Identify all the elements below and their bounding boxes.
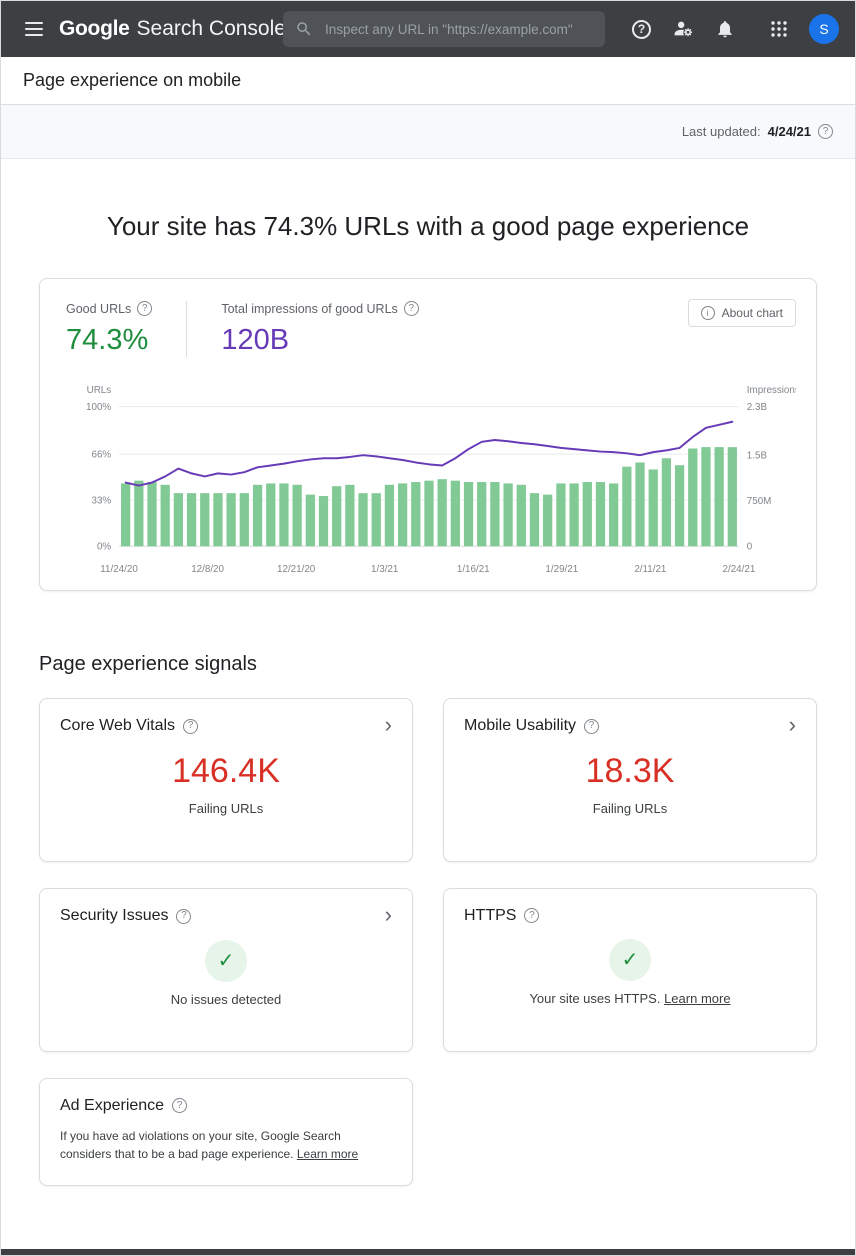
svg-text:URLs: URLs <box>87 385 112 396</box>
good-urls-metric: Good URLs ? 74.3% <box>60 299 158 359</box>
help-icon[interactable]: ? <box>818 124 833 139</box>
help-icon[interactable]: ? <box>137 301 153 316</box>
summary-metrics: Good URLs ? 74.3% Total impressions of g… <box>60 299 796 359</box>
apps-grid-icon[interactable] <box>770 20 788 38</box>
headline: Your site has 74.3% URLs with a good pag… <box>106 211 750 241</box>
app-header: Google Search Console ? S <box>1 1 855 57</box>
header-actions: ? S <box>632 14 839 44</box>
svg-text:11/24/20: 11/24/20 <box>100 564 138 575</box>
footer-bar <box>1 1249 855 1255</box>
card-ad-experience: Ad Experience ? If you have ad violation… <box>39 1077 413 1186</box>
main-content: Your site has 74.3% URLs with a good pag… <box>1 211 855 1186</box>
svg-text:1/29/21: 1/29/21 <box>545 564 578 575</box>
card-title: Mobile Usability <box>464 717 577 735</box>
title-bar: Page experience on mobile <box>1 57 855 105</box>
check-circle-icon: ✓ <box>609 938 651 981</box>
chevron-right-icon[interactable]: › <box>384 711 392 737</box>
about-chart-button[interactable]: i About chart <box>687 299 796 327</box>
impressions-value: 120B <box>221 324 290 356</box>
impressions-metric: Total impressions of good URLs ? 120B <box>215 299 424 359</box>
svg-text:2.3B: 2.3B <box>747 402 768 413</box>
search-icon <box>297 22 311 36</box>
failing-urls-caption: Failing URLs <box>188 800 264 816</box>
notifications-icon[interactable] <box>715 19 735 39</box>
help-icon[interactable]: ? <box>632 19 651 39</box>
card-https: HTTPS ? ✓ Your site uses HTTPS. Learn mo… <box>443 887 817 1052</box>
svg-text:750M: 750M <box>747 496 772 507</box>
good-urls-label: Good URLs <box>66 301 132 316</box>
svg-text:12/8/20: 12/8/20 <box>191 564 224 575</box>
card-title: Security Issues <box>60 907 169 925</box>
card-title: Ad Experience <box>60 1096 165 1114</box>
description-text: If you have ad violations on your site, … <box>60 1128 341 1162</box>
user-settings-icon[interactable] <box>672 18 694 40</box>
logo-google: Google <box>59 17 130 40</box>
ad-experience-description: If you have ad violations on your site, … <box>60 1127 392 1164</box>
checkmark: ✓ <box>217 950 235 973</box>
svg-text:Impressions: Impressions <box>747 385 796 396</box>
menu-icon[interactable] <box>17 14 51 44</box>
svg-text:0: 0 <box>747 542 753 553</box>
last-updated-label: Last updated: <box>681 124 761 139</box>
chevron-right-icon[interactable]: › <box>384 901 392 927</box>
help-icon[interactable]: ? <box>584 718 600 734</box>
card-mobile-usability[interactable]: Mobile Usability ? › 18.3K Failing URLs <box>443 697 817 862</box>
svg-text:1/16/21: 1/16/21 <box>457 564 490 575</box>
help-icon[interactable]: ? <box>172 1098 188 1114</box>
svg-text:2/24/21: 2/24/21 <box>723 564 756 575</box>
info-icon: i <box>700 306 715 320</box>
help-icon[interactable]: ? <box>403 301 419 316</box>
svg-text:2/11/21: 2/11/21 <box>634 564 666 575</box>
svg-text:0%: 0% <box>97 542 111 553</box>
svg-text:100%: 100% <box>86 402 111 413</box>
learn-more-link[interactable]: Learn more <box>296 1147 359 1162</box>
card-title: Core Web Vitals <box>60 717 176 735</box>
logo-product: Search Console <box>136 17 286 40</box>
card-title: HTTPS <box>464 906 517 924</box>
help-icon[interactable]: ? <box>524 908 540 924</box>
svg-text:1.5B: 1.5B <box>747 451 768 462</box>
good-urls-value: 74.3% <box>66 324 149 356</box>
status-bar: Last updated: 4/24/21 ? <box>1 105 855 159</box>
experience-chart[interactable]: 100% 66% 33% 0% 2.3B 1.5B 750M 0 URLs Impressions… <box>60 381 796 582</box>
checkmark: ✓ <box>621 949 639 972</box>
chart-svg: 100% 66% 33% 0% 2.3B 1.5B 750M 0 URLs Impressions… <box>86 385 796 575</box>
help-icon[interactable]: ? <box>176 908 192 924</box>
status-text: Your site uses HTTPS. Learn more <box>464 991 796 1006</box>
svg-text:1/3/21: 1/3/21 <box>371 564 398 575</box>
app-logo[interactable]: Google Search Console <box>59 17 286 41</box>
check-circle-icon: ✓ <box>205 939 247 982</box>
help-icon[interactable]: ? <box>183 718 199 734</box>
chart-card: Good URLs ? 74.3% Total impressions of g… <box>39 278 817 591</box>
signals-heading: Page experience signals <box>39 652 257 675</box>
svg-text:12/21/20: 12/21/20 <box>277 564 316 575</box>
chevron-right-icon[interactable]: › <box>788 711 796 737</box>
svg-text:66%: 66% <box>92 450 112 461</box>
about-chart-label: About chart <box>721 306 783 320</box>
card-security-issues[interactable]: Security Issues ? › ✓ No issues detected <box>39 887 413 1052</box>
avatar[interactable]: S <box>809 14 839 44</box>
https-status: Your site uses HTTPS. <box>529 990 661 1006</box>
failing-urls-caption: Failing URLs <box>592 800 668 816</box>
status-text: No issues detected <box>170 991 282 1007</box>
failing-urls-count: 18.3K <box>585 751 675 790</box>
url-inspect-searchbox[interactable] <box>283 11 605 47</box>
learn-more-link[interactable]: Learn more <box>664 990 731 1006</box>
divider <box>186 301 188 357</box>
card-core-web-vitals[interactable]: Core Web Vitals ? › 146.4K Failing URLs <box>39 697 413 862</box>
last-updated-date: 4/24/21 <box>767 124 811 139</box>
impressions-label: Total impressions of good URLs <box>221 301 398 316</box>
failing-urls-count: 146.4K <box>172 751 280 790</box>
page-title: Page experience on mobile <box>23 70 242 90</box>
svg-text:33%: 33% <box>92 496 112 507</box>
signal-cards-grid: Core Web Vitals ? › 146.4K Failing URLs … <box>39 697 817 1186</box>
search-input[interactable] <box>323 20 593 38</box>
